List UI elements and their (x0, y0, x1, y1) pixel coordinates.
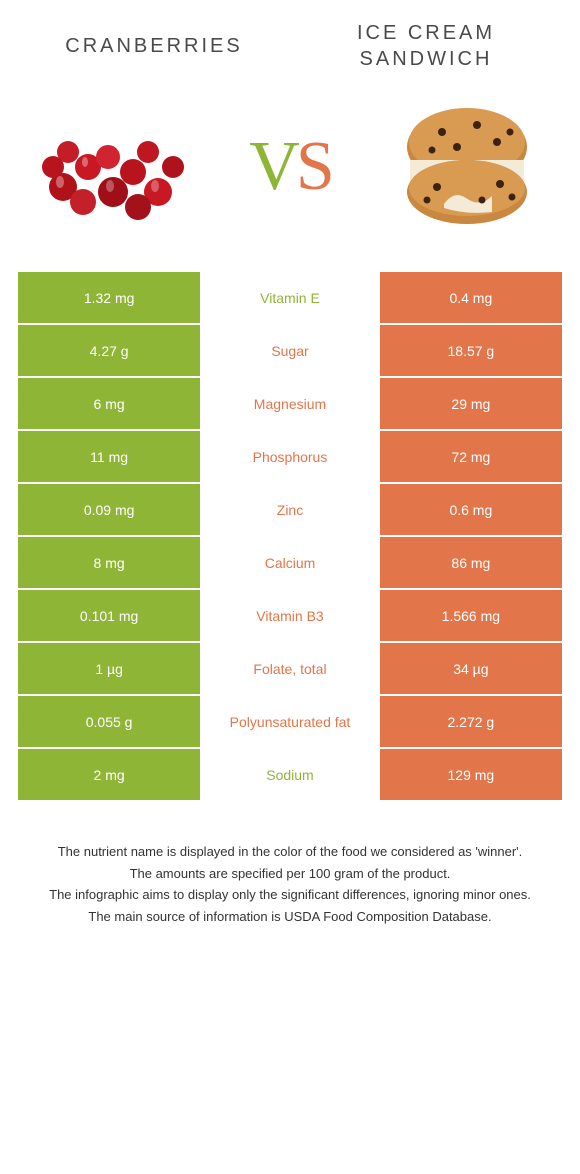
footnote-line: The infographic aims to display only the… (33, 885, 547, 905)
nutrient-label: Zinc (200, 484, 380, 537)
left-value: 0.09 mg (18, 484, 200, 537)
right-value: 18.57 g (380, 325, 562, 378)
table-row: 1.32 mgVitamin E0.4 mg (18, 272, 562, 325)
nutrient-label: Vitamin B3 (200, 590, 380, 643)
left-value: 1 µg (18, 643, 200, 696)
nutrient-label: Vitamin E (200, 272, 380, 325)
table-row: 2 mgSodium129 mg (18, 749, 562, 802)
right-value: 1.566 mg (380, 590, 562, 643)
ice-cream-sandwich-image (382, 92, 552, 242)
right-food-title: ICE CREAM SANDWICH (290, 20, 562, 72)
footnote-line: The nutrient name is displayed in the co… (33, 842, 547, 862)
nutrient-label: Sodium (200, 749, 380, 802)
titles-row: CRANBERRIES ICE CREAM SANDWICH (18, 20, 562, 72)
nutrient-label: Magnesium (200, 378, 380, 431)
left-value: 2 mg (18, 749, 200, 802)
nutrient-label: Folate, total (200, 643, 380, 696)
right-value: 86 mg (380, 537, 562, 590)
left-value: 8 mg (18, 537, 200, 590)
table-row: 6 mgMagnesium29 mg (18, 378, 562, 431)
left-food-title: CRANBERRIES (18, 33, 290, 59)
left-value: 1.32 mg (18, 272, 200, 325)
nutrient-label: Phosphorus (200, 431, 380, 484)
table-row: 8 mgCalcium86 mg (18, 537, 562, 590)
left-value: 6 mg (18, 378, 200, 431)
nutrient-label: Calcium (200, 537, 380, 590)
table-row: 1 µgFolate, total34 µg (18, 643, 562, 696)
hero-row: VS (18, 92, 562, 242)
right-value: 2.272 g (380, 696, 562, 749)
left-value: 4.27 g (18, 325, 200, 378)
nutrient-table: 1.32 mgVitamin E0.4 mg4.27 gSugar18.57 g… (18, 272, 562, 802)
right-value: 0.4 mg (380, 272, 562, 325)
right-value: 72 mg (380, 431, 562, 484)
infographic: CRANBERRIES ICE CREAM SANDWICH (0, 0, 580, 958)
right-value: 34 µg (380, 643, 562, 696)
right-value: 129 mg (380, 749, 562, 802)
left-value: 0.055 g (18, 696, 200, 749)
right-value: 29 mg (380, 378, 562, 431)
table-row: 11 mgPhosphorus72 mg (18, 431, 562, 484)
cranberries-image (28, 92, 198, 242)
table-row: 4.27 gSugar18.57 g (18, 325, 562, 378)
left-value: 11 mg (18, 431, 200, 484)
footnote-line: The main source of information is USDA F… (33, 907, 547, 927)
footnote-line: The amounts are specified per 100 gram o… (33, 864, 547, 884)
vs-label: VS (249, 127, 331, 207)
right-value: 0.6 mg (380, 484, 562, 537)
nutrient-label: Polyunsaturated fat (200, 696, 380, 749)
left-value: 0.101 mg (18, 590, 200, 643)
footnotes: The nutrient name is displayed in the co… (18, 842, 562, 926)
table-row: 0.055 gPolyunsaturated fat2.272 g (18, 696, 562, 749)
table-row: 0.101 mgVitamin B31.566 mg (18, 590, 562, 643)
table-row: 0.09 mgZinc0.6 mg (18, 484, 562, 537)
nutrient-label: Sugar (200, 325, 380, 378)
